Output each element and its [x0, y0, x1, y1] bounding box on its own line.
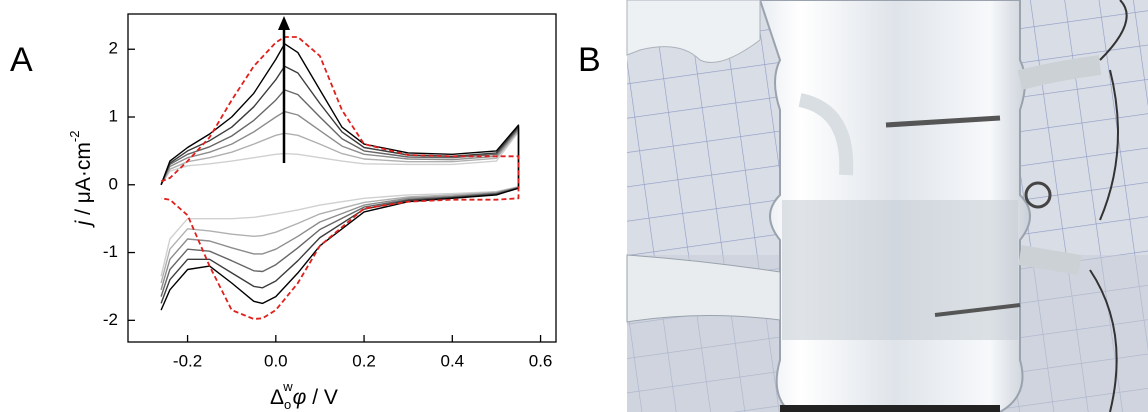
x-tick-label: -0.2 [173, 351, 202, 370]
y-tick-label: 1 [109, 106, 118, 125]
arrow [278, 16, 290, 163]
panel-label: B [578, 41, 601, 79]
y-tick-label: 2 [109, 39, 118, 58]
cv-curve [160, 36, 520, 320]
cv-curve [160, 43, 520, 311]
photo [626, 0, 1148, 412]
y-tick-label: -1 [103, 242, 118, 261]
y-tick-label: 0 [109, 174, 118, 193]
y-tick-label: -2 [103, 310, 118, 329]
panel-label: A [10, 41, 33, 79]
x-tick-label: 0.6 [529, 351, 553, 370]
x-axis-label: Δowφ / V [270, 379, 338, 412]
x-tick-label: 0.2 [352, 351, 376, 370]
cv-curve [160, 65, 520, 304]
plot-area [160, 36, 520, 320]
x-tick-label: 0.4 [440, 351, 464, 370]
axes-frame [127, 13, 557, 343]
y-axis-label: j / μA·cm-2 [67, 131, 94, 229]
x-tick-label: 0.0 [264, 351, 288, 370]
